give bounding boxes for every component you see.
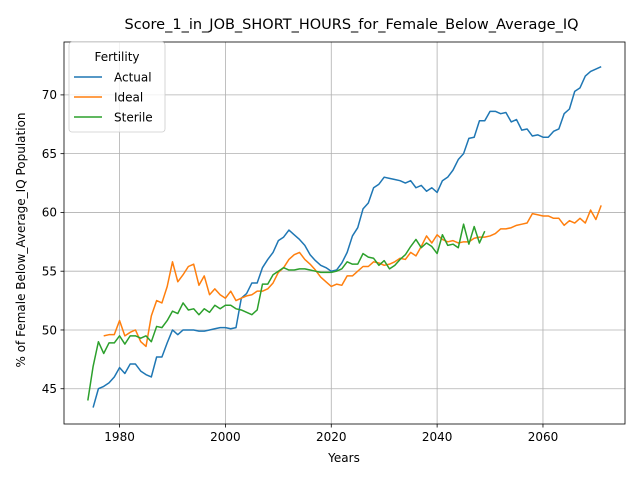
legend-label-actual: Actual bbox=[114, 70, 152, 84]
x-tick-label: 2020 bbox=[316, 430, 347, 444]
legend-title: Fertility bbox=[94, 50, 139, 64]
x-tick-label: 2000 bbox=[210, 430, 241, 444]
x-tick-label: 2040 bbox=[422, 430, 453, 444]
x-tick-label: 2060 bbox=[528, 430, 559, 444]
y-tick-label: 65 bbox=[42, 147, 57, 161]
chart-title: Score_1_in_JOB_SHORT_HOURS_for_Female_Be… bbox=[124, 17, 578, 33]
y-tick-label: 60 bbox=[42, 206, 57, 220]
x-axis-label: Years bbox=[327, 451, 360, 465]
legend-label-ideal: Ideal bbox=[114, 90, 143, 104]
y-axis-label: % of Female Below_Average_IQ Population bbox=[14, 112, 28, 367]
y-tick-label: 50 bbox=[42, 323, 57, 337]
legend: Fertility Actual Ideal Sterile bbox=[69, 42, 165, 132]
x-tick-label: 1980 bbox=[104, 430, 135, 444]
y-tick-label: 45 bbox=[42, 382, 57, 396]
y-tick-label: 55 bbox=[42, 265, 57, 279]
y-tick-label: 70 bbox=[42, 88, 57, 102]
legend-label-sterile: Sterile bbox=[114, 110, 153, 124]
